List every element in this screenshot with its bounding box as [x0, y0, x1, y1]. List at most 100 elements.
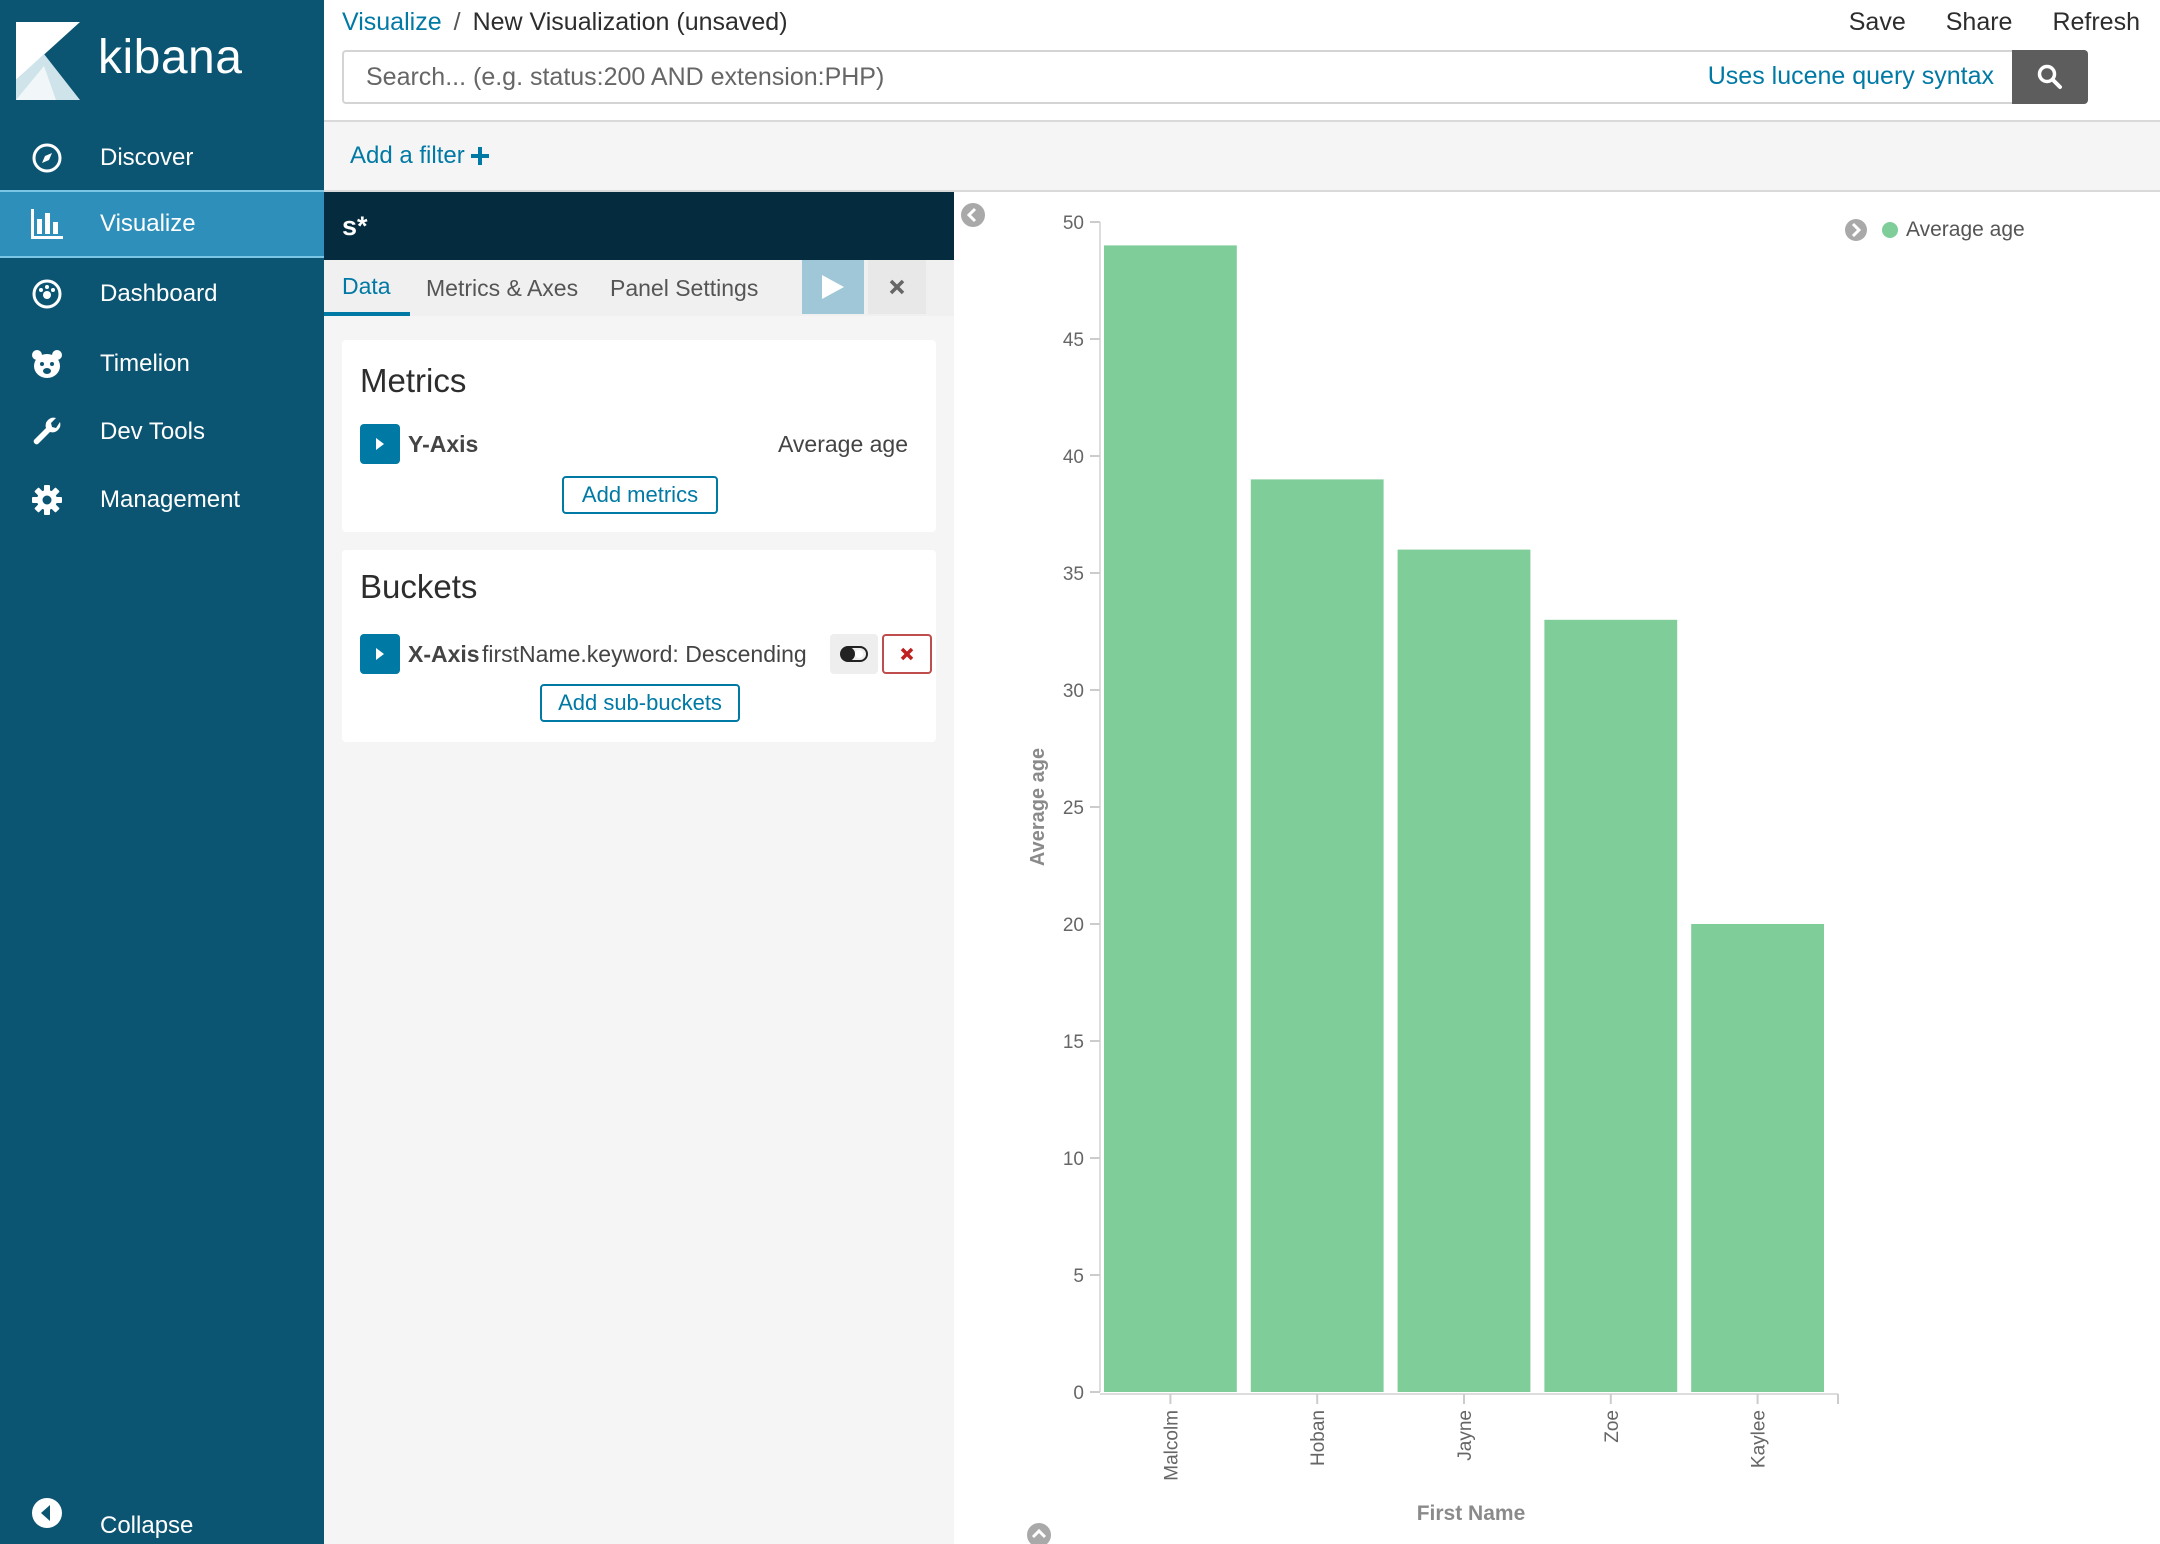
sidebar-item-label: Dev Tools [100, 418, 205, 445]
tab-metrics-axes[interactable]: Metrics & Axes [426, 274, 579, 301]
x-axis-description: firstName.keyword: Descending [482, 641, 807, 667]
legend-color-dot [1882, 222, 1898, 238]
x-axis-label: X-Axis [408, 641, 480, 667]
buckets-card: Buckets X-Axis firstName.keyword: Descen… [342, 550, 936, 742]
search-button[interactable] [2012, 50, 2088, 104]
refresh-button[interactable]: Refresh [2052, 8, 2140, 36]
collapse-label: Collapse [100, 1512, 194, 1539]
close-icon [889, 279, 905, 295]
legend-toggle-icon[interactable] [1844, 218, 1868, 242]
x-axis-expand-toggle[interactable] [360, 634, 400, 674]
x-tick-label: Kaylee [1749, 1410, 1770, 1468]
x-axis-remove-button[interactable] [882, 634, 932, 674]
chart-bar[interactable] [1104, 245, 1237, 1392]
play-icon [822, 275, 844, 299]
chart-bar[interactable] [1544, 619, 1678, 1392]
chart-bar[interactable] [1250, 479, 1384, 1392]
y-tick-label: 50 [1063, 213, 1084, 234]
y-tick-label: 5 [1073, 1266, 1084, 1287]
y-axis-description: Average age [777, 431, 908, 457]
query-bar: Uses lucene query syntax [342, 50, 2088, 104]
sidebar-item-label: Dashboard [100, 280, 218, 307]
buckets-title: Buckets [360, 568, 478, 605]
gear-icon [30, 483, 64, 517]
remove-x-icon [900, 647, 914, 661]
index-pattern-title: s* [324, 192, 954, 260]
page-title: New Visualization (unsaved) [472, 8, 788, 36]
sidebar-item-dev-tools[interactable]: Dev Tools [0, 398, 324, 466]
collapse-editor-icon[interactable] [960, 202, 986, 228]
breadcrumb-visualize-link[interactable]: Visualize [342, 8, 442, 36]
compass-icon [30, 141, 64, 175]
tab-panel-settings[interactable]: Panel Settings [610, 274, 759, 301]
y-axis-title: Average age [1027, 748, 1049, 866]
x-tick-label: Jayne [1455, 1410, 1476, 1461]
add-metrics-button[interactable]: Add metrics [562, 476, 718, 514]
wrench-icon [30, 415, 64, 449]
chart-legend: Average age [1844, 218, 2025, 242]
y-tick-label: 45 [1063, 330, 1084, 351]
add-filter-label: Add a filter [350, 142, 465, 169]
discard-changes-button[interactable] [868, 260, 926, 314]
sidebar-item-label: Discover [100, 144, 194, 171]
sidebar-item-dashboard[interactable]: Dashboard [0, 260, 324, 328]
chart-bar[interactable] [1397, 549, 1531, 1392]
add-sub-buckets-button[interactable]: Add sub-buckets [540, 684, 740, 722]
y-tick-label: 25 [1063, 798, 1084, 819]
lucene-syntax-link[interactable]: Uses lucene query syntax [1707, 62, 1994, 90]
x-tick-label: Malcolm [1161, 1410, 1182, 1481]
y-tick-label: 15 [1063, 1032, 1084, 1053]
y-axis-label: Y-Axis [408, 431, 479, 457]
collapse-arrow-icon [30, 1496, 64, 1530]
plus-icon [470, 147, 489, 165]
x-tick-label: Hoban [1308, 1410, 1329, 1466]
kibana-logo[interactable]: kibana [0, 0, 324, 122]
top-nav: Visualize / New Visualization (unsaved) … [324, 0, 2160, 122]
chart-bar[interactable] [1691, 924, 1824, 1392]
y-tick-label: 20 [1063, 915, 1084, 936]
visualization-canvas: 0 5 10 15 20 25 30 35 40 45 50 Average age Malcolm Ho… [954, 192, 2160, 1544]
legend-series-label[interactable]: Average age [1906, 218, 2025, 241]
y-tick-label: 10 [1063, 1149, 1084, 1170]
sidebar-item-timelion[interactable]: Timelion [0, 330, 324, 398]
sidebar-item-label: Visualize [100, 210, 196, 237]
brand-name: kibana [98, 31, 243, 84]
vis-editor-sidebar: s* Data Metrics & Axes Panel Settings Me… [324, 192, 954, 1544]
sidebar-collapse[interactable]: Collapse [0, 1490, 324, 1544]
sidebar-item-discover[interactable]: Discover [0, 124, 324, 192]
toggle-on-icon [840, 646, 868, 662]
x-tick-label: Zoe [1602, 1410, 1623, 1443]
sidebar: kibana Discover Visualize Dashboard Time… [0, 0, 324, 1544]
share-button[interactable]: Share [1945, 8, 2013, 36]
save-button[interactable]: Save [1848, 8, 1906, 36]
breadcrumb: Visualize / New Visualization (unsaved) [342, 8, 788, 37]
kibana-logo-icon [16, 22, 80, 100]
y-tick-label: 0 [1073, 1383, 1084, 1404]
y-tick-label: 30 [1063, 681, 1084, 702]
timelion-bear-icon [30, 347, 64, 381]
tab-data[interactable]: Data [324, 260, 410, 316]
bar-chart: 0 5 10 15 20 25 30 35 40 45 50 Average age Malcolm Ho… [1027, 213, 1839, 1525]
sidebar-item-visualize[interactable]: Visualize [0, 190, 324, 258]
x-axis-enable-toggle[interactable] [830, 634, 878, 674]
sidebar-item-management[interactable]: Management [0, 466, 324, 534]
y-tick-label: 40 [1063, 447, 1084, 468]
x-axis-title: First Name [1417, 1502, 1526, 1525]
metrics-card: Metrics Y-Axis Average age Add metrics [342, 340, 936, 532]
search-input[interactable] [344, 52, 1644, 102]
top-actions: Save Share Refresh [1849, 8, 2140, 37]
breadcrumb-separator: / [453, 8, 461, 36]
caret-right-icon [376, 438, 384, 450]
filter-bar: Add a filter [324, 122, 2160, 192]
sidebar-item-label: Management [100, 486, 241, 513]
dashboard-gauge-icon [30, 277, 64, 311]
apply-changes-button[interactable] [802, 260, 864, 314]
y-axis-expand-toggle[interactable] [360, 424, 400, 464]
search-icon [2037, 64, 2062, 89]
metrics-title: Metrics [360, 362, 467, 399]
bar-chart-icon [30, 207, 64, 241]
add-filter-button[interactable]: Add a filter [350, 142, 489, 170]
y-tick-label: 35 [1063, 564, 1084, 585]
expand-spy-panel-icon[interactable] [1026, 1522, 1052, 1544]
caret-right-icon [376, 648, 384, 660]
